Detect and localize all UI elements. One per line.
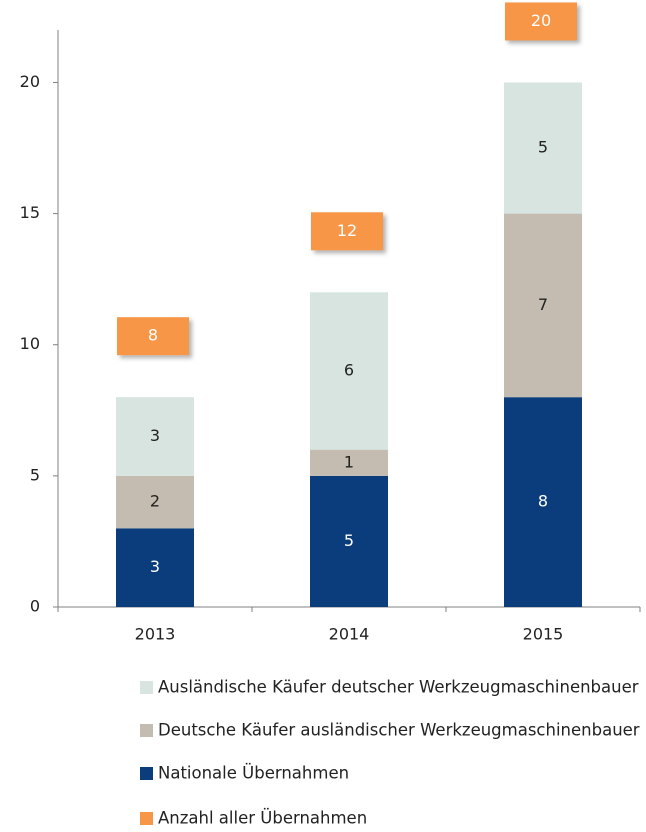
x-tick-label: 2015	[523, 625, 564, 644]
x-tick-label: 2014	[329, 625, 370, 644]
legend-swatch	[140, 812, 153, 825]
data-label: 6	[344, 360, 354, 379]
data-label: 3	[150, 426, 160, 445]
y-tick-label: 15	[20, 203, 40, 222]
bar-segment	[310, 292, 388, 450]
total-label: 20	[531, 11, 551, 30]
y-tick-label: 0	[30, 597, 40, 616]
legend-swatch	[140, 767, 153, 780]
bar-segment	[504, 213, 582, 398]
legend-swatch	[140, 724, 153, 737]
data-label: 1	[344, 452, 354, 471]
bar-segment	[116, 397, 194, 476]
bar-segment	[116, 475, 194, 529]
bar-segment	[310, 449, 388, 476]
bar-segment	[504, 397, 582, 607]
legend-label: Ausländische Käufer deutscher Werkzeugma…	[158, 678, 639, 697]
data-label: 5	[538, 138, 548, 157]
x-tick-label: 2013	[135, 625, 176, 644]
legend-label: Anzahl aller Übernahmen	[158, 809, 367, 828]
data-label: 3	[150, 557, 160, 576]
y-tick-label: 5	[30, 465, 40, 484]
legend-swatch	[140, 681, 153, 694]
legend-label: Deutsche Käufer ausländischer Werkzeugma…	[158, 721, 640, 740]
total-box	[311, 212, 383, 251]
data-label: 7	[538, 295, 548, 314]
total-label: 12	[337, 221, 357, 240]
bar-segment	[116, 528, 194, 607]
total-label: 8	[148, 326, 158, 345]
legend-label: Nationale Übernahmen	[158, 764, 349, 783]
bar-segment	[504, 82, 582, 214]
data-label: 2	[150, 492, 160, 511]
total-box	[117, 317, 189, 356]
bar-segment	[310, 475, 388, 607]
y-tick-label: 20	[20, 72, 40, 91]
total-box	[505, 2, 577, 41]
y-tick-label: 10	[20, 334, 40, 353]
data-label: 8	[538, 492, 548, 511]
data-label: 5	[344, 531, 354, 550]
